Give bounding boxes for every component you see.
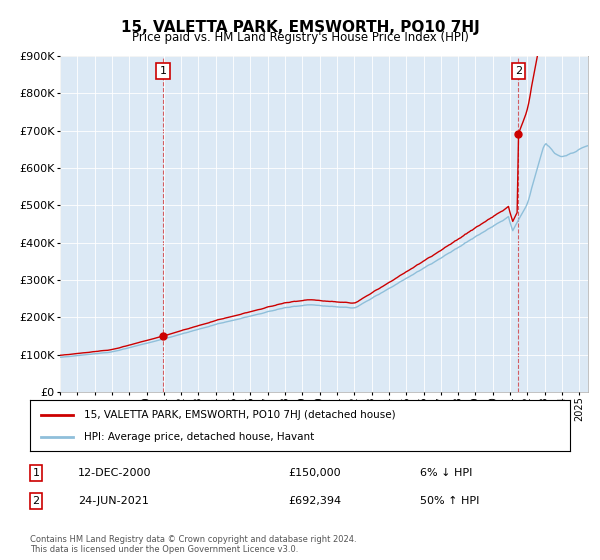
- Text: 50% ↑ HPI: 50% ↑ HPI: [420, 496, 479, 506]
- Text: 2: 2: [515, 66, 522, 76]
- Text: 12-DEC-2000: 12-DEC-2000: [78, 468, 151, 478]
- Text: 24-JUN-2021: 24-JUN-2021: [78, 496, 149, 506]
- Text: £150,000: £150,000: [288, 468, 341, 478]
- Text: 15, VALETTA PARK, EMSWORTH, PO10 7HJ (detached house): 15, VALETTA PARK, EMSWORTH, PO10 7HJ (de…: [84, 409, 395, 419]
- Text: 1: 1: [160, 66, 167, 76]
- Text: HPI: Average price, detached house, Havant: HPI: Average price, detached house, Hava…: [84, 432, 314, 442]
- Text: 1: 1: [32, 468, 40, 478]
- Text: £692,394: £692,394: [288, 496, 341, 506]
- Text: 2: 2: [32, 496, 40, 506]
- Text: 6% ↓ HPI: 6% ↓ HPI: [420, 468, 472, 478]
- Text: 15, VALETTA PARK, EMSWORTH, PO10 7HJ: 15, VALETTA PARK, EMSWORTH, PO10 7HJ: [121, 20, 479, 35]
- Text: Price paid vs. HM Land Registry's House Price Index (HPI): Price paid vs. HM Land Registry's House …: [131, 31, 469, 44]
- Text: Contains HM Land Registry data © Crown copyright and database right 2024.
This d: Contains HM Land Registry data © Crown c…: [30, 535, 356, 554]
